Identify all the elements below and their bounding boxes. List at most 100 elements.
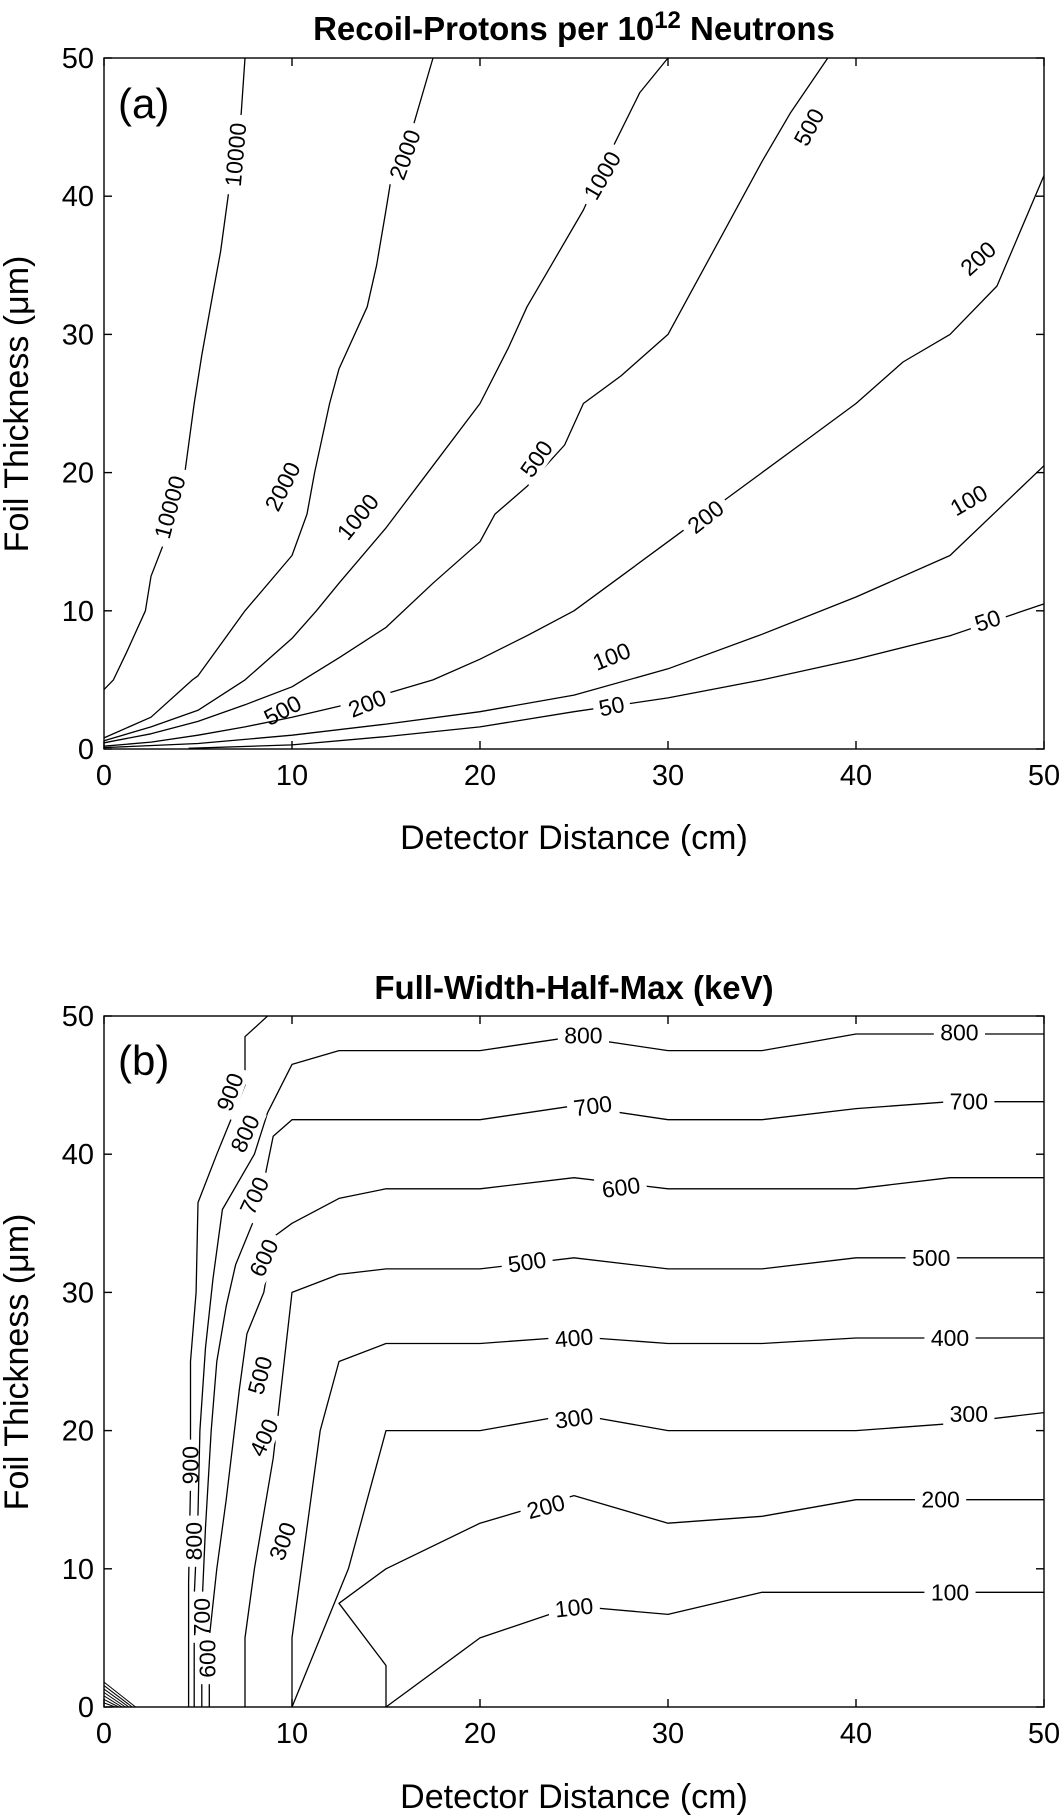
- y-tick-label: 40: [62, 181, 94, 213]
- contour-label: 700: [572, 1090, 614, 1121]
- panel-label: (a): [118, 80, 169, 127]
- contour-label-bg: [382, 119, 428, 190]
- contour-line-700: [201, 1101, 1044, 1707]
- y-axis: 0 10 20 30 40 50: [62, 1001, 1044, 1724]
- contour-label-bg: [178, 1439, 203, 1491]
- contour-label-bg: [557, 1023, 609, 1048]
- contour-label-bg: [511, 430, 561, 487]
- contour-label: 2000: [384, 126, 426, 183]
- hatch-line: [103, 1692, 126, 1708]
- contour-label-bg: [933, 1020, 985, 1045]
- contour-line-2000: [103, 57, 434, 739]
- contour-label-bg: [943, 1402, 995, 1426]
- contour-label: 50: [596, 691, 626, 722]
- contour-label: 700: [950, 1089, 988, 1115]
- contour-label: 600: [600, 1172, 642, 1203]
- contour-line-300: [291, 1411, 1045, 1708]
- y-axis-label: Foil Thickness (μm): [0, 1214, 36, 1511]
- contour-label-bg: [241, 1347, 279, 1404]
- x-axis: 0 10 20 30 40 50: [96, 1016, 1060, 1750]
- contour-label: 500: [506, 1246, 548, 1277]
- contour-label-bg: [220, 113, 252, 196]
- contour-label: 100: [554, 1593, 595, 1623]
- contour-label-bg: [575, 141, 629, 210]
- hatch-line: [103, 1681, 136, 1708]
- contour-line-600: [208, 1177, 1044, 1707]
- contour-label-bg: [242, 1229, 286, 1287]
- contour-line-100: [385, 1591, 1044, 1708]
- contour-label: 400: [931, 1325, 969, 1351]
- hatch-line: [103, 1702, 116, 1708]
- contour-line-100: [103, 465, 1045, 749]
- contour-line-200: [338, 1494, 1044, 1707]
- contour-label-bg: [338, 682, 396, 725]
- contour-label: 10000: [149, 473, 191, 542]
- y-tick-label: 0: [78, 1692, 94, 1724]
- y-tick-label: 20: [62, 458, 94, 490]
- panel-b: Full-Width-Half-Max (keV) (b) 0 10 20 30 40 5…: [0, 969, 1060, 1816]
- contour-label: 800: [181, 1522, 207, 1560]
- contour-label-bg: [786, 98, 832, 156]
- x-tick-label: 40: [840, 1718, 872, 1750]
- panel-label: (b): [118, 1037, 169, 1084]
- corner-hatch: [103, 1681, 136, 1708]
- contour-label: 200: [524, 1489, 568, 1524]
- plot-area: [103, 57, 1045, 750]
- contour-label-bg: [327, 483, 388, 550]
- contour-label: 500: [242, 1353, 277, 1397]
- x-tick-label: 50: [1028, 760, 1060, 792]
- contour-line-400: [291, 1335, 1044, 1707]
- plot-area: [103, 1015, 1045, 1708]
- contour-label: 300: [553, 1403, 595, 1434]
- contour-label-bg: [262, 1513, 303, 1570]
- x-axis-label: Detector Distance (cm): [400, 1778, 748, 1816]
- x-tick-label: 20: [464, 1718, 496, 1750]
- contour-label: 100: [931, 1579, 969, 1605]
- contour-label-bg: [209, 1063, 251, 1121]
- y-tick-label: 50: [62, 1001, 94, 1033]
- y-tick-label: 10: [62, 596, 94, 628]
- contour-label-bg: [966, 603, 1009, 638]
- panel-a: Recoil-Protons per 1012 Neutrons (a) 0 10…: [0, 7, 1060, 857]
- contour-line-800: [193, 1033, 1044, 1707]
- contour-label-bg: [257, 451, 309, 522]
- contour-label-bg: [499, 1246, 555, 1278]
- x-tick-label: 50: [1028, 1718, 1060, 1750]
- contour-label: 800: [940, 1020, 978, 1046]
- x-axis-label: Detector Distance (cm): [400, 819, 748, 857]
- contour-label-bg: [583, 635, 640, 678]
- contour-lines: 1000010000200020001000100050050050020020…: [103, 57, 1045, 749]
- contour-label: 2000: [259, 458, 305, 515]
- contour-label: 200: [921, 1487, 959, 1513]
- contour-label-bg: [924, 1326, 976, 1350]
- y-axis-label: Foil Thickness (μm): [0, 256, 36, 553]
- x-tick-label: 20: [464, 760, 496, 792]
- contour-label: 300: [950, 1401, 988, 1427]
- contour-label-bg: [940, 477, 997, 524]
- contour-label: 400: [554, 1323, 594, 1352]
- contour-label-bg: [593, 1171, 649, 1203]
- contour-label-bg: [182, 1515, 207, 1567]
- contour-line-200: [103, 175, 1045, 747]
- y-axis: 0 10 20 30 40 50: [62, 43, 1044, 766]
- x-tick-label: 30: [652, 760, 684, 792]
- x-tick-label: 40: [840, 760, 872, 792]
- contour-label-bg: [195, 1632, 220, 1685]
- contour-label-bg: [943, 1089, 995, 1114]
- contour-label-bg: [915, 1487, 967, 1512]
- contour-label-bg: [546, 1402, 602, 1434]
- contour-line-500: [103, 57, 829, 744]
- hatch-line: [103, 1688, 130, 1708]
- x-tick-label: 0: [96, 760, 112, 792]
- contour-label-bg: [678, 491, 734, 543]
- contour-label: 800: [564, 1022, 602, 1048]
- x-axis: 0 10 20 30 40 50: [96, 58, 1060, 792]
- x-tick-label: 10: [276, 1718, 308, 1750]
- y-tick-label: 40: [62, 1139, 94, 1171]
- chart-title: Recoil-Protons per 1012 Neutrons: [313, 7, 835, 47]
- hatch-line: [103, 1698, 119, 1708]
- contour-label-bg: [905, 1245, 957, 1270]
- contour-label: 500: [912, 1245, 950, 1271]
- y-tick-label: 20: [62, 1416, 94, 1448]
